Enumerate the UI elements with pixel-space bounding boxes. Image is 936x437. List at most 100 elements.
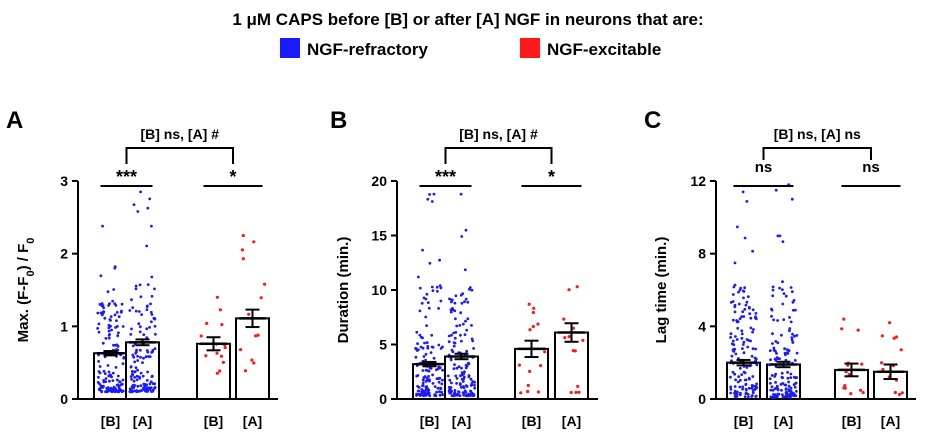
data-point (795, 351, 799, 355)
data-point (778, 357, 781, 361)
data-point (439, 286, 443, 290)
data-point (441, 345, 444, 349)
data-point (749, 326, 753, 330)
data-point (425, 324, 428, 327)
data-point (792, 299, 796, 302)
x-tick-label: [A] (881, 413, 900, 429)
data-point (467, 375, 471, 379)
data-point (737, 290, 740, 294)
data-point (574, 390, 578, 394)
data-point (430, 333, 434, 337)
y-tick-label: 12 (690, 173, 706, 189)
data-point (543, 350, 547, 354)
data-point (734, 378, 737, 382)
data-point (427, 375, 430, 378)
data-point (772, 346, 776, 350)
data-point (133, 384, 137, 387)
data-point (205, 321, 209, 325)
data-point (462, 392, 466, 396)
data-point (733, 305, 737, 309)
data-point (773, 357, 777, 361)
legend-swatch-refractory (280, 38, 300, 58)
data-point (420, 301, 424, 305)
data-point (133, 389, 137, 393)
data-point (439, 386, 442, 390)
data-point (424, 358, 427, 362)
data-point (431, 373, 434, 377)
data-point (450, 300, 453, 304)
data-point (750, 354, 754, 358)
data-point (138, 330, 142, 334)
data-point (108, 333, 111, 336)
data-point (114, 326, 117, 329)
data-point (745, 338, 749, 341)
data-point (752, 328, 755, 331)
data-point (247, 312, 251, 316)
data-point (452, 344, 456, 348)
data-point (472, 394, 476, 397)
data-point (131, 372, 134, 376)
data-point (135, 348, 139, 352)
data-point (430, 345, 434, 349)
data-point (148, 197, 152, 201)
data-point (221, 360, 225, 364)
data-point (440, 382, 444, 386)
data-point (148, 355, 152, 358)
data-point (149, 380, 153, 384)
data-point (528, 328, 532, 332)
data-point (421, 248, 424, 252)
data-point (468, 286, 472, 289)
data-point (422, 389, 426, 393)
data-point (438, 258, 441, 262)
data-point (115, 378, 119, 382)
data-point (114, 304, 118, 307)
y-axis-label: Max. (F-F0) / F0 (15, 238, 37, 343)
data-point (776, 392, 780, 396)
data-point (146, 283, 150, 286)
data-point (428, 379, 431, 383)
data-point (435, 390, 438, 394)
data-point (860, 362, 864, 366)
y-axis-label: Lag time (min.) (653, 237, 670, 344)
data-point (153, 317, 157, 321)
data-point (113, 265, 117, 269)
data-point (133, 360, 137, 364)
data-point (420, 392, 423, 395)
data-point (771, 288, 775, 292)
data-point (147, 386, 151, 390)
data-point (418, 393, 421, 397)
group-bracket (125, 147, 234, 164)
data-point (740, 315, 743, 318)
data-point (453, 389, 457, 392)
data-point (139, 371, 143, 375)
group-bracket (444, 147, 553, 164)
data-point (438, 284, 442, 288)
data-point (215, 371, 219, 375)
legend-label-refractory: NGF-refractory (307, 40, 428, 59)
data-point (771, 388, 775, 392)
data-point (472, 347, 475, 350)
data-point (768, 377, 772, 381)
panel-letter: B (330, 107, 347, 134)
data-point (153, 324, 157, 328)
data-point (450, 298, 453, 302)
data-point (133, 376, 137, 379)
data-point (744, 387, 748, 391)
legend: NGF-refractory NGF-excitable (280, 38, 661, 59)
data-point (120, 302, 124, 306)
data-point (729, 391, 733, 395)
y-tick-label: 5 (379, 337, 387, 353)
data-point (146, 390, 150, 393)
data-point (460, 339, 463, 343)
data-point (459, 192, 463, 196)
data-point (461, 322, 465, 326)
y-tick-label: 2 (60, 246, 68, 262)
data-point (131, 353, 135, 357)
data-point (136, 210, 140, 213)
data-point (113, 313, 117, 317)
data-point (153, 287, 156, 291)
data-point (132, 355, 136, 359)
data-point (790, 336, 794, 340)
data-point (731, 370, 735, 374)
data-point (131, 344, 135, 348)
